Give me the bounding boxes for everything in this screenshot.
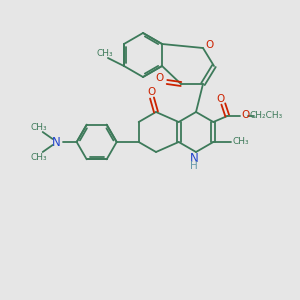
Text: CH₃: CH₃ bbox=[30, 122, 47, 131]
Text: CH₃: CH₃ bbox=[30, 152, 47, 161]
Text: O: O bbox=[206, 40, 214, 50]
Text: O: O bbox=[241, 110, 249, 120]
Text: CH₂CH₃: CH₂CH₃ bbox=[250, 112, 283, 121]
Text: O: O bbox=[148, 87, 156, 97]
Text: O: O bbox=[156, 73, 164, 83]
Text: N: N bbox=[190, 152, 198, 166]
Text: CH₃: CH₃ bbox=[97, 49, 113, 58]
Text: CH₃: CH₃ bbox=[232, 137, 249, 146]
Text: H: H bbox=[190, 161, 198, 171]
Text: O: O bbox=[216, 94, 224, 104]
Text: N: N bbox=[52, 136, 61, 148]
